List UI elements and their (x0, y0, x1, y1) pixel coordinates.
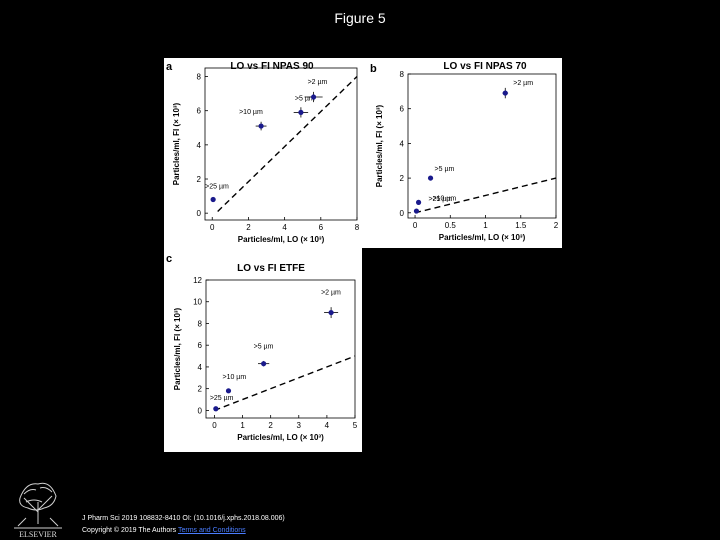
data-point (328, 309, 334, 316)
x-tick-label: 0 (212, 421, 217, 430)
data-point-label: >2 µm (321, 290, 341, 297)
y-tick-label: 0 (197, 209, 202, 218)
x-tick-label: 0 (210, 223, 215, 232)
data-point (427, 175, 434, 181)
chart-title: LO vs FI ETFE (237, 263, 305, 274)
y-tick-label: 12 (193, 276, 202, 285)
x-axis-label: Particles/ml, LO (× 10³) (238, 235, 325, 244)
data-point (261, 361, 267, 367)
figure-panel-background-top (164, 58, 562, 248)
panel-letter: a (166, 61, 173, 73)
reference-dashed-line (217, 76, 358, 212)
data-point (298, 109, 304, 116)
x-tick-label: 4 (282, 223, 287, 232)
reference-dashed-line (414, 177, 557, 214)
terms-and-conditions-link[interactable]: Terms and Conditions (177, 527, 246, 534)
x-axis-label: Particles/ml, LO (× 10³) (237, 433, 324, 442)
data-point (415, 199, 422, 205)
data-point-label: >5 µm (295, 95, 315, 102)
y-tick-label: 10 (193, 298, 202, 307)
plot-frame (407, 73, 557, 219)
data-point-label: >10 µm (239, 109, 263, 116)
x-tick-label: 1.5 (515, 221, 527, 230)
y-tick-label: 4 (400, 139, 405, 148)
data-point-label: >5 µm (254, 344, 274, 351)
data-point-label: >2 µm (513, 80, 533, 87)
y-tick-label: 2 (400, 174, 405, 183)
y-tick-label: 4 (197, 141, 202, 150)
y-tick-label: 0 (400, 209, 405, 218)
chart-title: LO vs FI NPAS 70 (443, 61, 527, 72)
data-point-label: >5 µm (435, 166, 455, 173)
x-axis-label: Particles/ml, LO (× 10³) (439, 233, 526, 242)
x-tick-label: 0 (413, 221, 418, 230)
y-tick-label: 8 (198, 319, 203, 328)
y-tick-label: 6 (197, 107, 202, 116)
chart-panel-a: a LO vs FI NPAS 90 0 2 4 6 8 0 2 4 6 8 Particles/ml,… (166, 61, 360, 244)
plot-frame (204, 67, 358, 221)
footer-citation: J Pharm Sci 2019 108832-8410 OI: (10.101… (82, 515, 285, 522)
y-axis-label: Particles/ml, FI (× 10³) (173, 307, 182, 390)
data-point (413, 208, 420, 214)
data-point-label: >25 µm (205, 184, 229, 191)
reference-dashed-line (214, 355, 356, 412)
data-point (225, 388, 232, 394)
slide-title: Figure 5 (334, 10, 386, 26)
y-tick-label: 0 (198, 406, 203, 415)
data-point (502, 90, 508, 96)
panel-letter: c (166, 253, 172, 265)
y-tick-label: 8 (400, 70, 405, 79)
data-point-label: >25 µm (210, 395, 234, 402)
y-tick-label: 4 (198, 363, 203, 372)
data-point (258, 123, 264, 129)
y-tick-label: 2 (197, 175, 202, 184)
x-tick-label: 0.5 (445, 221, 457, 230)
panel-letter: b (370, 63, 377, 75)
x-tick-label: 6 (319, 223, 324, 232)
footer-copyright: Copyright © 2019 The Authors Terms and C… (82, 527, 246, 534)
y-tick-label: 6 (198, 341, 203, 350)
y-axis-label: Particles/ml, FI (× 10³) (375, 104, 384, 187)
x-tick-label: 1 (483, 221, 488, 230)
x-tick-label: 5 (353, 421, 358, 430)
data-point (210, 196, 216, 203)
data-point-label: >10 µm (222, 374, 246, 381)
y-tick-label: 2 (198, 385, 203, 394)
x-tick-label: 2 (554, 221, 559, 230)
data-point-label: >10 µm (433, 195, 457, 202)
copyright-text: Copyright © 2019 The Authors (82, 527, 177, 534)
x-tick-label: 2 (246, 223, 251, 232)
data-point-label: >25 µm (428, 196, 452, 203)
elsevier-logo-wordmark: ELSEVIER (19, 530, 57, 539)
data-point (310, 94, 317, 100)
plot-frame (205, 279, 356, 419)
x-tick-label: 4 (325, 421, 330, 430)
data-point-label: >2 µm (308, 79, 328, 86)
x-tick-label: 3 (297, 421, 302, 430)
y-tick-label: 6 (400, 105, 405, 114)
y-tick-label: 8 (197, 73, 202, 82)
chart-title: LO vs FI NPAS 90 (230, 61, 314, 72)
x-tick-label: 2 (268, 421, 273, 430)
data-point (213, 406, 219, 412)
chart-panel-b: b LO vs FI NPAS 70 0 0.5 1 1.5 2 0 2 4 6 8 Particles… (370, 61, 559, 242)
x-tick-label: 8 (355, 223, 360, 232)
x-tick-label: 1 (240, 421, 245, 430)
elsevier-logo-icon: ELSEVIER (6, 472, 70, 540)
y-axis-label: Particles/ml, FI (× 10³) (172, 102, 181, 185)
